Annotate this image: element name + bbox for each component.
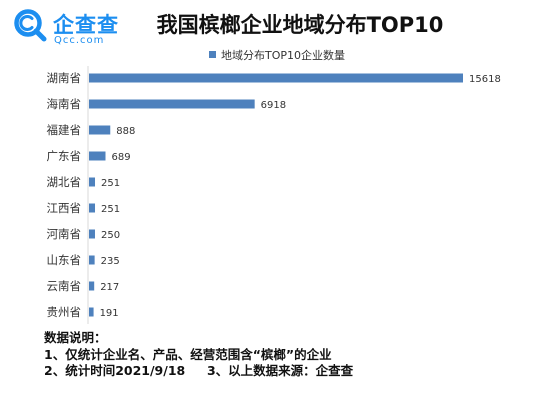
data-label: 235 <box>101 256 120 267</box>
legend-label: 地域分布TOP10企业数量 <box>220 49 345 62</box>
data-label: 191 <box>100 308 119 319</box>
logo-name: 企查查 <box>53 13 119 37</box>
category-label: 云南省 <box>47 279 82 293</box>
category-label: 河南省 <box>47 227 82 241</box>
bar <box>89 99 255 109</box>
category-label: 海南省 <box>47 97 82 111</box>
bar <box>89 229 95 239</box>
data-label: 250 <box>101 230 120 241</box>
legend-swatch <box>208 51 216 58</box>
bar <box>89 151 106 161</box>
bar-chart: 湖南省 15618 海南省 6918 福建省 888 广东省 689 湖北省 251 江西省 251 河… <box>47 66 501 324</box>
data-label: 251 <box>101 204 120 215</box>
bar <box>89 177 96 187</box>
category-label: 福建省 <box>47 123 82 137</box>
category-label: 江西省 <box>47 201 82 215</box>
data-label: 251 <box>101 178 120 189</box>
data-label: 888 <box>116 126 135 137</box>
qcc-logo: 企查查 Qcc.com <box>13 8 163 48</box>
bar <box>89 255 95 265</box>
chart-title: 我国槟榔企业地域分布TOP10 <box>156 13 444 37</box>
category-label: 广东省 <box>47 149 82 163</box>
data-notes: 数据说明： 1、仅统计企业名、产品、经营范围含“槟榔”的企业 2、统计时间202… <box>44 330 353 380</box>
data-label: 689 <box>111 152 130 163</box>
data-label: 15618 <box>469 74 501 85</box>
data-label: 6918 <box>261 100 286 111</box>
category-label: 山东省 <box>47 253 82 267</box>
qcc-logo-icon <box>14 9 47 42</box>
logo-subtitle: Qcc.com <box>54 35 105 46</box>
bar <box>89 73 463 83</box>
bar <box>89 307 94 317</box>
bar <box>89 125 111 135</box>
category-label: 湖南省 <box>47 71 82 85</box>
notes-heading: 数据说明： <box>44 330 107 345</box>
data-label: 217 <box>100 282 119 293</box>
bar <box>89 281 95 291</box>
notes-line-1: 1、仅统计企业名、产品、经营范围含“槟榔”的企业 <box>44 346 332 362</box>
notes-line-2: 2、统计时间2021/9/18 3、以上数据来源：企查查 <box>44 363 354 378</box>
chart-legend: 地域分布TOP10企业数量 <box>0 47 554 63</box>
category-label: 贵州省 <box>47 305 82 319</box>
category-label: 湖北省 <box>47 175 82 189</box>
bar <box>89 203 96 213</box>
